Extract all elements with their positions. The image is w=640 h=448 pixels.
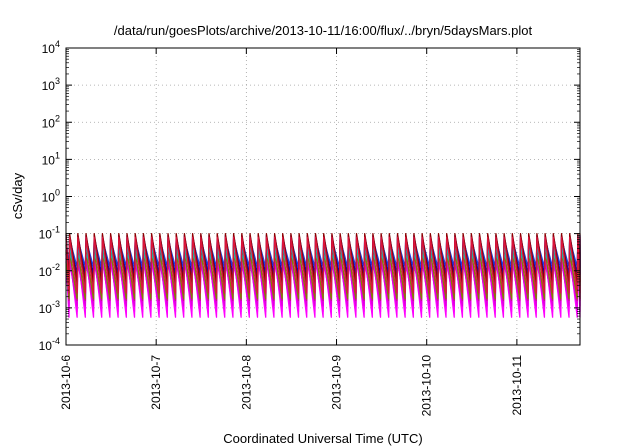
y-tick-label: 102	[42, 113, 60, 130]
x-tick-label: 2013-10-11	[510, 355, 524, 416]
x-axis: 2013-10-6 2013-10-7 2013-10-8 2013-10-9 2013…	[59, 48, 524, 416]
y-tick-label: 10-3	[39, 299, 60, 316]
series-line	[65, 236, 581, 294]
chart-title: /data/run/goesPlots/archive/2013-10-11/1…	[114, 23, 533, 38]
y-tick-label: 103	[42, 76, 60, 93]
x-axis-label: Coordinated Universal Time (UTC)	[223, 431, 422, 446]
y-tick-label: 10-1	[39, 225, 60, 242]
x-tick-label: 2013-10-9	[330, 355, 344, 410]
y-tick-label: 10-2	[39, 262, 60, 279]
x-tick-label: 2013-10-7	[149, 355, 163, 410]
y-axis: 10-4 10-3 10-2 10-1 100 101 102 103 104	[39, 39, 580, 353]
series-group	[65, 232, 581, 318]
y-axis-label: cSv/day	[10, 172, 25, 219]
x-tick-label: 2013-10-8	[239, 355, 253, 410]
x-tick-label: 2013-10-6	[59, 355, 73, 410]
y-tick-label: 104	[42, 39, 60, 56]
y-tick-label: 101	[42, 150, 60, 167]
y-tick-label: 100	[42, 188, 60, 205]
y-tick-label: 10-4	[39, 336, 60, 353]
x-tick-label: 2013-10-10	[420, 355, 434, 417]
